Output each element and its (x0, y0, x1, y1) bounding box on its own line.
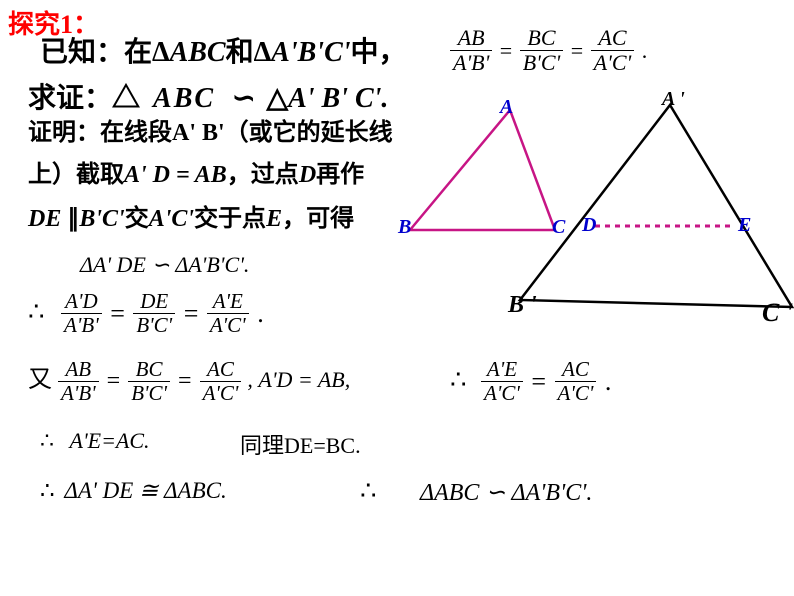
f9d: A'C' (555, 382, 597, 405)
f1n: A'D (61, 290, 102, 314)
p2e: 再作 (316, 162, 364, 188)
p3f: 交于点 (194, 206, 266, 232)
known-prefix: 已知：在Δ (40, 37, 170, 68)
f3d: A'C' (207, 314, 249, 337)
label-Cp: C ' (762, 298, 793, 328)
r1n: AB (450, 26, 492, 51)
f8n: A'E (481, 358, 523, 382)
label-B: B (398, 216, 411, 239)
therefore-right: ∴ A'EA'C' = ACA'C' . (450, 358, 613, 405)
proof-line-3: DE ∥B'C'交A'C'交于点E，可得 (28, 198, 354, 233)
th4: ∴ (40, 478, 55, 503)
conc-line-3: ∴ ΔA' DE ≅ ΔABC. (40, 478, 227, 504)
therefore-1: ∴ A'DA'B' = DEB'C' = A'EA'C' . (28, 290, 266, 337)
th3: ∴ (40, 428, 54, 453)
sim-statement-1: ΔA' DE ∽ ΔA'B'C'. (80, 252, 249, 278)
prove-t2: A' B' C'. (288, 83, 388, 114)
th1: ∴ (28, 297, 45, 326)
r2n: BC (520, 26, 564, 51)
f6d: A'C' (200, 382, 242, 405)
p2d: D (299, 162, 316, 188)
th2: ∴ (450, 365, 467, 394)
proof-line-2: 上）截取A' D = AB，过点D再作 (28, 154, 364, 189)
r1d: A'B' (450, 51, 492, 75)
p3b: ∥ (61, 206, 79, 232)
triangles-figure (390, 100, 794, 315)
p3e: A'C' (149, 206, 194, 232)
prove-line: 求证：△ ABC ∽ △A' B' C'. (28, 76, 388, 116)
f9n: AC (555, 358, 597, 382)
proof1: 证明：在线段A' B'（或它的延长线 (28, 120, 393, 146)
label-E: E (738, 214, 751, 237)
label-Ap: A ' (662, 88, 685, 111)
f4n: AB (58, 358, 99, 382)
label-A: A (500, 96, 513, 119)
f5n: BC (128, 358, 170, 382)
conc-line-1: ∴ A'E=AC. (40, 428, 150, 454)
f2d: B'C' (133, 314, 175, 337)
triangle-small (410, 110, 555, 230)
also-line: 又 ABA'B' = BCB'C' = ACA'C' , A'D = AB, (28, 358, 350, 405)
prove-prefix: 求证：△ (28, 83, 140, 114)
p3c: B'C' (79, 206, 124, 232)
p2b: A' D = AB (124, 162, 227, 188)
f8d: A'C' (481, 382, 523, 405)
label-D: D (582, 214, 596, 237)
th5: ∴ (360, 476, 377, 505)
r3d: A'C' (591, 51, 635, 75)
r3n: AC (591, 26, 635, 51)
p3d: 交 (125, 206, 149, 232)
known-suffix: 中， (351, 37, 407, 68)
also: 又 (28, 367, 52, 393)
prove-sim: ∽ (232, 83, 255, 114)
r2d: B'C' (520, 51, 564, 75)
prove-t1: ABC (153, 83, 215, 114)
triangle-big (520, 105, 792, 307)
conc-line-4b: ΔABC ∽ ΔA'B'C'. (420, 478, 592, 507)
p2c: ，过点 (227, 162, 299, 188)
f5d: B'C' (128, 382, 170, 405)
proof-line-1: 证明：在线段A' B'（或它的延长线 (28, 112, 393, 147)
f2n: DE (133, 290, 175, 314)
known-t2: A'B'C' (271, 37, 350, 68)
known-ratios: ABA'B' = BCB'C' = ACA'C' . (450, 26, 649, 75)
f4d: A'B' (58, 382, 99, 405)
p3h: ，可得 (282, 206, 354, 232)
label-C: C (552, 216, 565, 239)
c3: ΔA' DE ≅ ΔABC. (64, 478, 226, 503)
f1d: A'B' (61, 314, 102, 337)
p3a: DE (28, 206, 61, 232)
conc-line-4: ∴ (360, 476, 377, 506)
label-Bp: B ' (508, 292, 537, 319)
r7: , A'D = AB, (247, 367, 350, 392)
known-t1: ABC (170, 37, 226, 68)
f6n: AC (200, 358, 242, 382)
f3n: A'E (207, 290, 249, 314)
p3g: E (266, 206, 282, 232)
c1: A'E=AC. (70, 428, 150, 453)
p2a: 上）截取 (28, 162, 124, 188)
prove-tri: △ (267, 83, 289, 114)
conc-line-2: 同理DE=BC. (240, 428, 361, 460)
known-line: 已知：在ΔABC和ΔA'B'C'中， (40, 30, 407, 70)
known-mid: 和Δ (226, 37, 272, 68)
